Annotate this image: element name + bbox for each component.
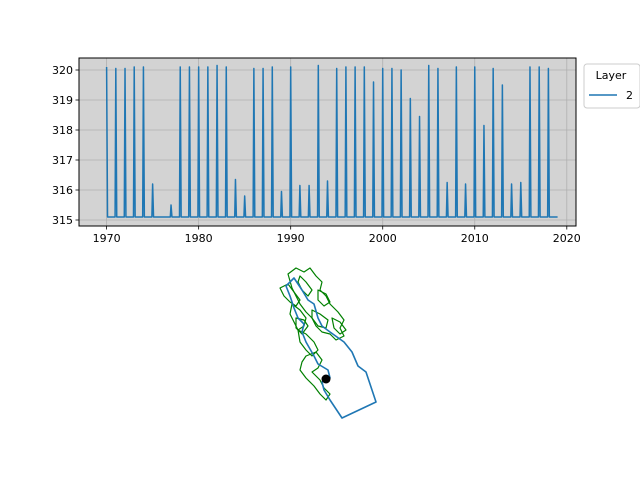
x-tick-label: 2000 — [369, 232, 397, 245]
y-tick-label: 320 — [52, 64, 73, 77]
x-tick-label: 2010 — [461, 232, 489, 245]
y-tick-label: 319 — [52, 94, 73, 107]
axes-frame — [78, 57, 577, 227]
x-tick-label: 1990 — [277, 232, 305, 245]
series-line-2 — [105, 64, 558, 218]
y-tick-label: 316 — [52, 184, 73, 197]
green-polygon — [317, 289, 331, 307]
x-tick-label: 2020 — [553, 232, 581, 245]
y-tick-label: 317 — [52, 154, 73, 167]
x-tick-label: 1980 — [185, 232, 213, 245]
green-polygon — [279, 283, 301, 307]
green-polygon — [311, 309, 329, 329]
green-polygons-layer — [279, 267, 347, 401]
x-ticks: 1970 1980 1990 2000 2010 2020 — [93, 226, 581, 245]
legend-entry-label: 2 — [626, 89, 633, 102]
model-grid-outline — [285, 277, 377, 419]
y-ticks: 315 316 317 318 319 320 — [52, 64, 79, 227]
green-polygon — [289, 303, 307, 331]
green-polygon — [297, 275, 313, 297]
y-tick-label: 315 — [52, 214, 73, 227]
green-polygon — [295, 317, 309, 335]
green-polygon — [299, 351, 331, 401]
series-layer — [105, 64, 558, 218]
x-tick-label: 1970 — [93, 232, 121, 245]
observation-point — [321, 374, 331, 384]
y-tick-label: 318 — [52, 124, 73, 137]
green-polygon — [331, 317, 347, 335]
legend-title: Layer — [596, 69, 627, 82]
timeseries-axes: 1970 1980 1990 2000 2010 2020 315 316 317 318 319… — [52, 57, 581, 245]
green-polygon — [287, 267, 345, 341]
legend: Layer 2 — [583, 63, 640, 109]
map-axes — [279, 267, 377, 419]
legend-box — [583, 63, 640, 109]
